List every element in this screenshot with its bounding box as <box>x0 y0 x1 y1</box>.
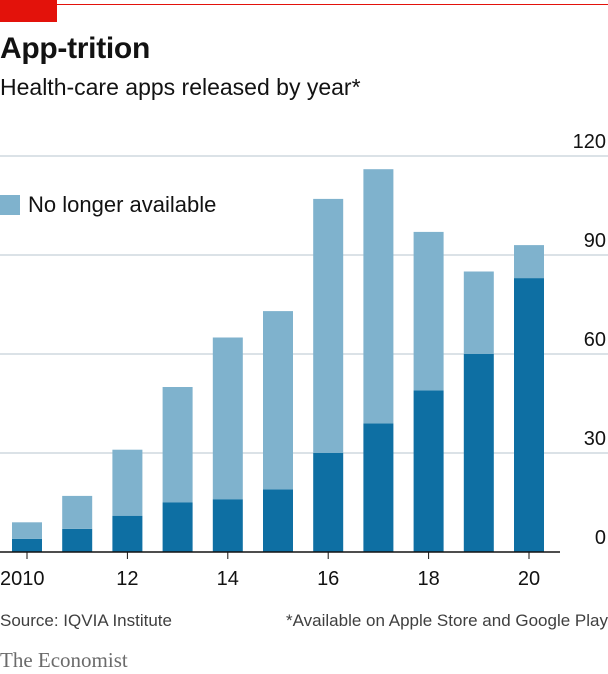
bar-available <box>62 528 93 552</box>
red-tag <box>0 0 57 22</box>
bar-available <box>413 390 444 552</box>
top-red-rule <box>0 4 608 5</box>
bar-no-longer-available <box>62 495 93 529</box>
bar-no-longer-available <box>363 169 394 424</box>
bar-no-longer-available <box>263 311 293 490</box>
bar-no-longer-available <box>212 337 243 500</box>
bar-no-longer-available <box>162 387 193 503</box>
x-tick-label: 12 <box>116 568 138 590</box>
y-tick-label: 120 <box>573 131 606 153</box>
bar-available <box>12 538 42 552</box>
y-tick-label: 60 <box>584 329 606 351</box>
economist-logo: The Economist <box>0 648 128 672</box>
bar-available <box>363 423 394 552</box>
bar-no-longer-available <box>12 522 42 539</box>
x-tick-label: 14 <box>217 568 239 590</box>
footnote: *Available on Apple Store and Google Pla… <box>286 611 608 630</box>
bar-available <box>463 354 494 552</box>
legend-label: No longer available <box>28 192 217 217</box>
bar-no-longer-available <box>112 449 143 516</box>
x-tick-label: 16 <box>317 568 339 590</box>
bar-chart: 0 30 60 90 120 2010 12 14 16 18 20 <box>0 131 608 590</box>
chart-title: App-trition <box>0 32 150 65</box>
bar-no-longer-available <box>463 271 494 354</box>
source-note: Source: IQVIA Institute <box>0 611 172 630</box>
bar-available <box>112 515 143 552</box>
bar-no-longer-available <box>514 245 544 279</box>
bar-no-longer-available <box>313 198 344 453</box>
x-tick-label: 20 <box>518 568 540 590</box>
y-tick-label: 90 <box>584 230 606 252</box>
bar-available <box>514 278 544 552</box>
chart-subtitle: Health-care apps released by year* <box>0 74 361 100</box>
bar-available <box>313 453 344 552</box>
x-tick-label: 2010 <box>0 568 45 590</box>
y-tick-label: 0 <box>595 527 606 549</box>
bar-available <box>263 489 293 552</box>
x-tick-label: 18 <box>417 568 439 590</box>
bar-no-longer-available <box>413 231 444 391</box>
bar-available <box>212 499 243 552</box>
legend: No longer available <box>0 192 216 218</box>
bar-available <box>162 502 193 552</box>
legend-swatch <box>0 195 20 215</box>
y-tick-label: 30 <box>584 428 606 450</box>
